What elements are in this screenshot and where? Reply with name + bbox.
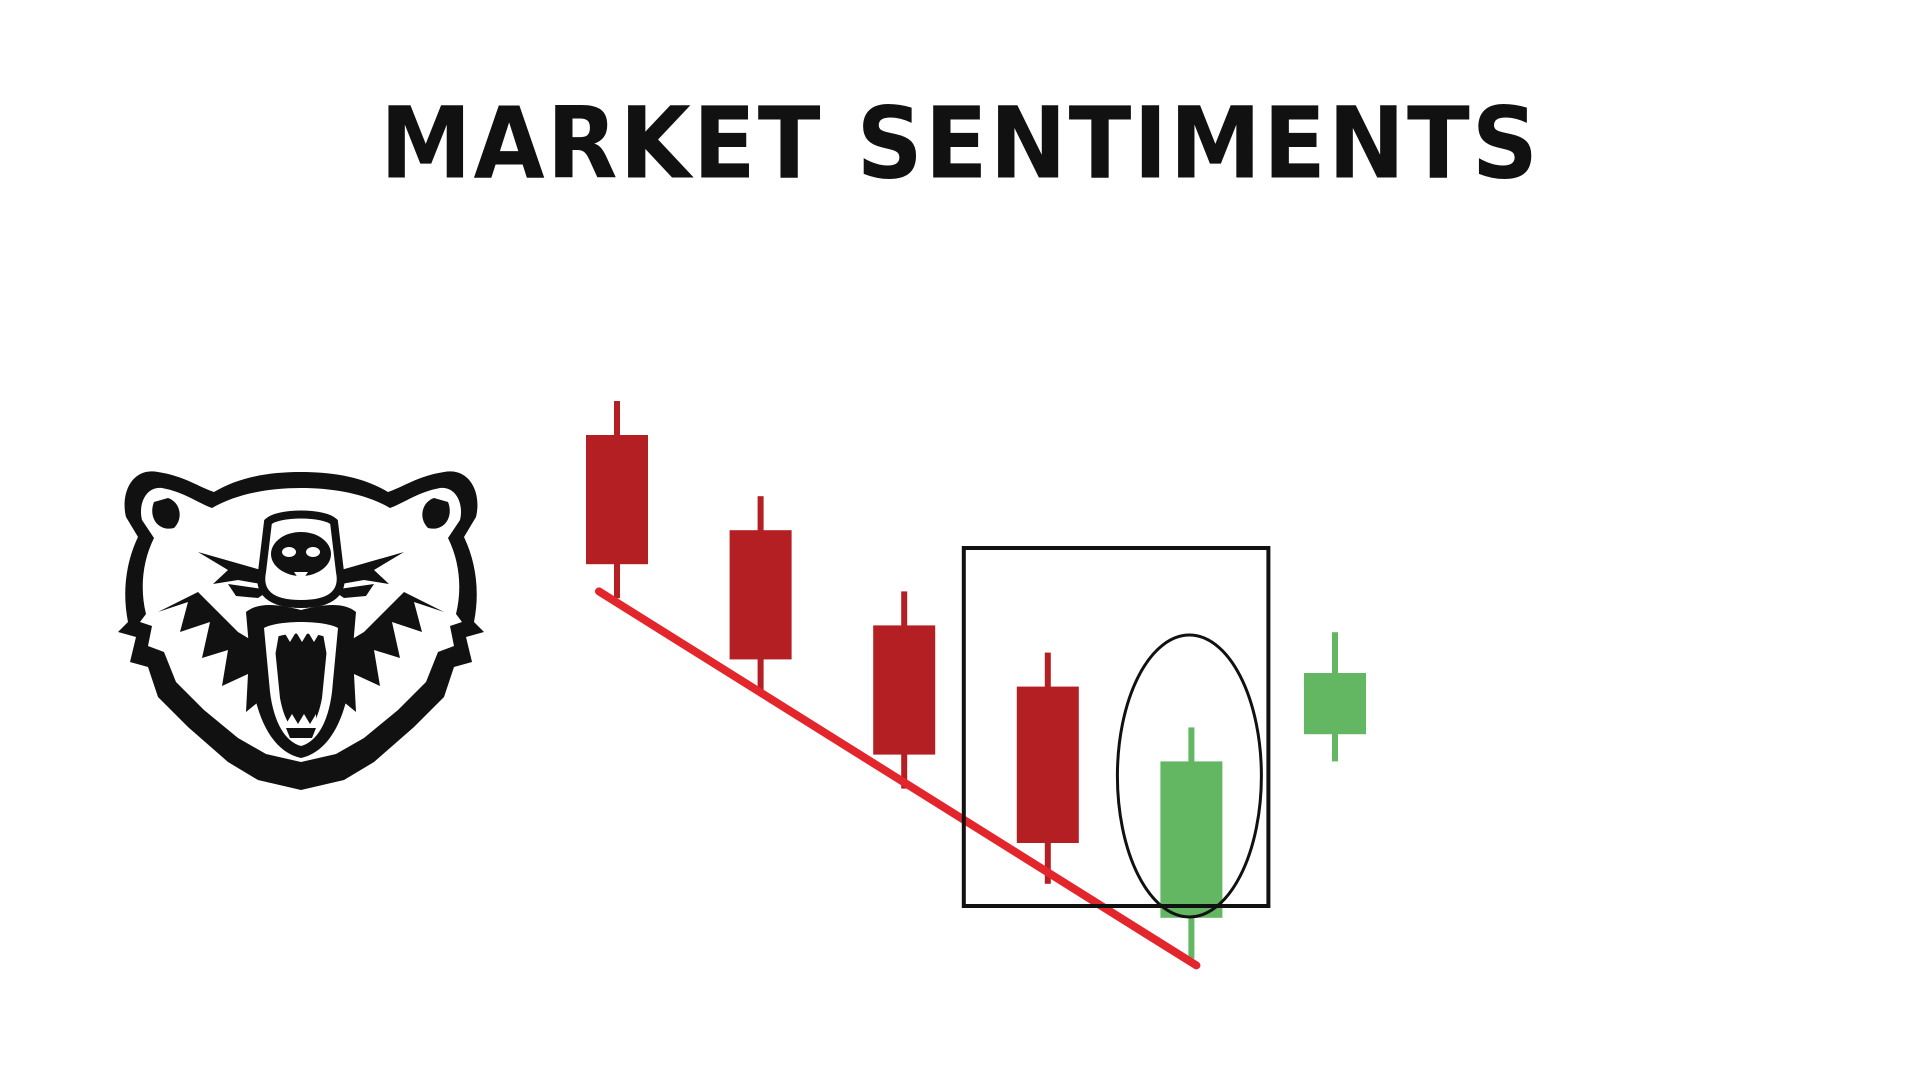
candle-1-body: [586, 435, 648, 565]
candle-1: [586, 401, 648, 599]
candle-5: [1160, 727, 1223, 959]
annotation-ellipse: [1115, 633, 1263, 919]
annotation-box: [961, 546, 1271, 908]
candles: [586, 401, 1366, 959]
bear-head-icon: [118, 471, 484, 790]
candle-3: [873, 591, 936, 789]
candle-3-body: [873, 625, 936, 755]
candle-6: [1304, 632, 1366, 762]
candle-4: [1016, 652, 1079, 884]
candle-2-body: [729, 530, 792, 660]
candle-6-body: [1304, 673, 1366, 735]
page-title: MARKET SENTIMENTS: [379, 85, 1540, 202]
candle-2: [729, 496, 792, 694]
candle-5-body: [1160, 761, 1223, 918]
candle-4-body: [1016, 686, 1079, 843]
trend-line: [595, 587, 1201, 970]
